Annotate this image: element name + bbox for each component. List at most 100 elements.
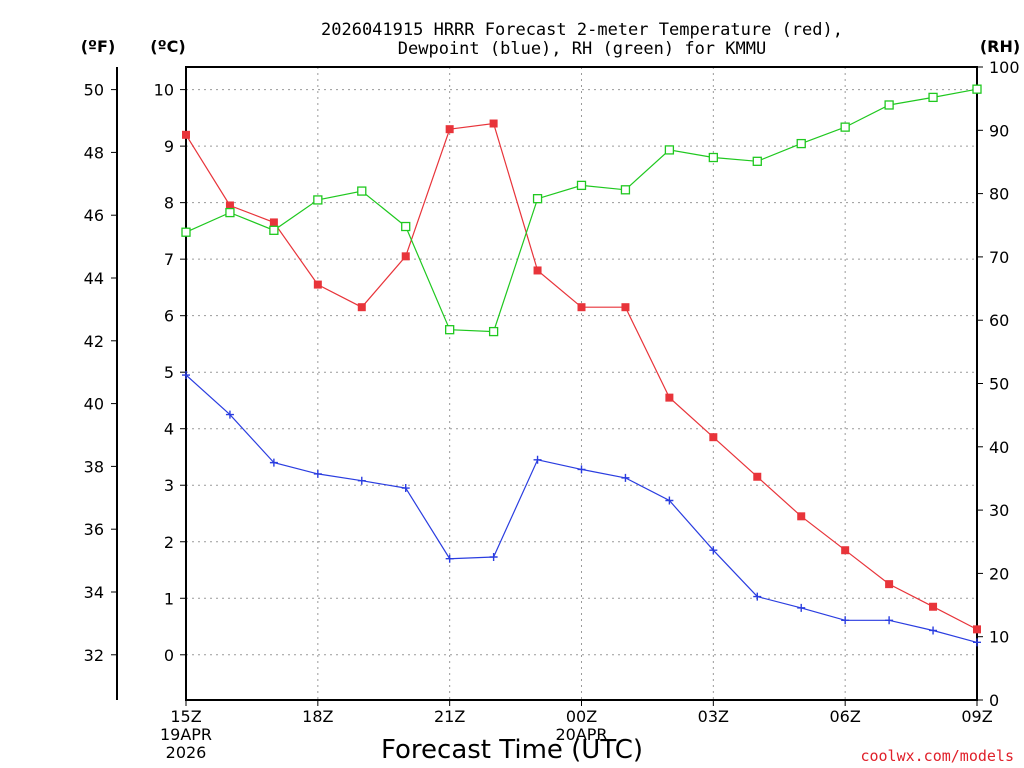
temperature-point xyxy=(973,625,981,634)
rh-tick-label: 90 xyxy=(989,121,1009,140)
temperature-point xyxy=(533,266,542,275)
celsius-tick-label: 8 xyxy=(164,194,174,213)
dewpoint-point xyxy=(269,458,278,467)
fahrenheit-tick-label: 34 xyxy=(84,583,104,602)
dewpoint-point xyxy=(182,371,190,380)
x-tick-label: 15Z xyxy=(170,707,201,726)
dewpoint-point xyxy=(489,553,498,562)
celsius-tick-label: 7 xyxy=(164,250,174,269)
x-tick-label: 06Z xyxy=(830,707,861,726)
dewpoint-point xyxy=(753,592,762,601)
dewpoint-point xyxy=(401,484,410,493)
rh-tick-label: 100 xyxy=(989,58,1020,77)
dewpoint-point xyxy=(665,496,674,505)
temperature-point xyxy=(445,125,454,134)
celsius-tick-label: 9 xyxy=(164,137,174,156)
rh-tick-label: 30 xyxy=(989,501,1009,520)
celsius-tick-label: 5 xyxy=(164,363,174,382)
temperature-point xyxy=(357,303,366,312)
temperature-point xyxy=(225,201,234,210)
rh-tick-label: 20 xyxy=(989,564,1009,583)
fahrenheit-tick-label: 38 xyxy=(84,457,104,476)
temperature-point xyxy=(182,130,190,139)
credit-text: coolwx.com/models xyxy=(860,747,1014,765)
rh-point xyxy=(488,326,499,337)
rh-tick-label: 50 xyxy=(989,375,1009,394)
x-tick-label: 18Z xyxy=(302,707,333,726)
temperature-point xyxy=(313,280,322,289)
fahrenheit-tick-label: 40 xyxy=(84,395,104,414)
rh-tick-label: 0 xyxy=(989,691,999,710)
temperature-point xyxy=(665,393,674,402)
dewpoint-point xyxy=(621,473,630,482)
celsius-tick-label: 2 xyxy=(164,533,174,552)
dewpoint-point xyxy=(885,616,894,625)
rh-point xyxy=(884,100,894,110)
dewpoint-point xyxy=(797,603,806,612)
rh-point xyxy=(796,138,806,149)
celsius-tick-label: 1 xyxy=(164,589,174,608)
temperature-point xyxy=(621,303,630,312)
axes: 3234363840424446485001234567891001020304… xyxy=(84,58,1020,762)
rh-tick-label: 70 xyxy=(989,248,1009,267)
fahrenheit-tick-label: 50 xyxy=(84,81,104,100)
rh-point xyxy=(576,180,587,191)
dewpoint-point xyxy=(533,455,542,464)
chart-title: 2026041915 HRRR Forecast 2-meter Tempera… xyxy=(321,20,843,40)
plot-frame xyxy=(185,66,978,701)
rh-point xyxy=(225,207,235,218)
x-tick-label: 20APR xyxy=(555,725,607,744)
celsius-tick-label: 3 xyxy=(164,476,174,495)
temperature-point xyxy=(929,602,938,611)
series xyxy=(181,84,982,647)
rh-tick-label: 40 xyxy=(989,438,1009,457)
gridlines xyxy=(186,67,977,700)
fahrenheit-tick-label: 48 xyxy=(84,143,104,162)
fahrenheit-tick-label: 46 xyxy=(84,206,104,225)
rh-point xyxy=(269,225,279,235)
dewpoint-point xyxy=(841,616,850,625)
rh-point xyxy=(708,152,718,163)
temperature-point xyxy=(269,218,278,227)
temperature-point xyxy=(577,303,586,312)
temperature-point xyxy=(401,252,410,261)
dewpoint-point xyxy=(357,476,366,485)
x-tick-label: 03Z xyxy=(698,707,729,726)
rh-point xyxy=(620,185,631,195)
dewpoint-point xyxy=(577,465,586,474)
rh-tick-label: 80 xyxy=(989,185,1009,204)
chart-subtitle: Dewpoint (blue), RH (green) for KMMU xyxy=(398,39,766,59)
temperature-point xyxy=(709,433,718,442)
celsius-unit-label: (ºC) xyxy=(150,37,185,56)
dewpoint-point xyxy=(445,554,454,563)
rh-point xyxy=(840,122,850,132)
temperature-point xyxy=(797,512,806,521)
celsius-tick-label: 0 xyxy=(164,646,174,665)
rh-tick-label: 60 xyxy=(989,311,1009,330)
rh-point xyxy=(181,227,191,237)
dewpoint-point xyxy=(225,410,234,419)
temperature-point xyxy=(753,472,762,481)
rh-tick-label: 10 xyxy=(989,628,1009,647)
celsius-tick-label: 10 xyxy=(154,81,174,100)
rh-point xyxy=(664,145,675,155)
x-axis-label: Forecast Time (UTC) xyxy=(381,735,643,765)
x-tick-label: 21Z xyxy=(434,707,465,726)
rh-point xyxy=(972,84,982,94)
x-tick-label: 2026 xyxy=(166,743,207,762)
celsius-tick-label: 6 xyxy=(164,307,174,326)
fahrenheit-tick-label: 42 xyxy=(84,332,104,351)
x-tick-label: 00Z xyxy=(566,707,597,726)
dewpoint-point xyxy=(929,626,938,635)
fahrenheit-tick-label: 32 xyxy=(84,646,104,665)
fahrenheit-unit-label: (ºF) xyxy=(81,37,116,56)
rh-point xyxy=(752,156,762,166)
celsius-tick-label: 4 xyxy=(164,420,174,439)
fahrenheit-tick-label: 44 xyxy=(84,269,104,288)
x-tick-label: 09Z xyxy=(961,707,992,726)
temperature-point xyxy=(489,119,498,128)
rh-unit-label: (RH) xyxy=(980,37,1020,56)
rh-point xyxy=(313,195,323,205)
rh-point xyxy=(532,194,543,204)
